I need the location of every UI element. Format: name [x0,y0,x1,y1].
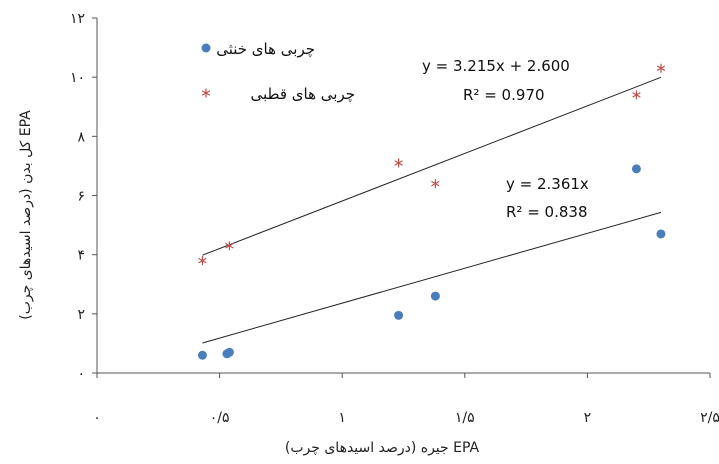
equation-neutral: y = 2.361x [506,175,589,193]
asterisk-stroke [632,92,641,98]
trendline-group [202,76,662,344]
data-point-neutral [394,310,404,320]
data-point-polar [225,241,234,251]
r2-neutral: R² = 0.838 [506,203,587,221]
data-point-polar [198,256,207,266]
legend-label-neutral: چربی های خنثی [216,40,315,58]
data-point-polar [394,158,403,168]
legend-marker-neutral [201,43,211,53]
y-tick-label: ۲ [77,307,85,323]
y-tick-label: ۸ [77,129,85,145]
asterisk-stroke [656,65,666,72]
y-tick-label: ۴ [77,248,85,264]
x-tick-label: ۱/۵ [455,410,475,426]
legend-label-polar: چربی های قطبی [251,85,356,103]
y-tick-group: ۰ ۲ ۴ ۶ ۸ ۱۰ ۱۲ [70,11,97,382]
legend: چربی های خنثی چربی های قطبی [201,40,356,103]
data-point-neutral [430,291,440,301]
asterisk-stroke [198,257,207,264]
asterisk-stroke [431,180,440,187]
x-tick-label: ۲/۵ [700,410,719,426]
x-tick-label: ۰ [93,410,101,426]
r2-polar: R² = 0.970 [463,86,544,104]
data-point-neutral [656,229,666,239]
trendline-neutral [202,211,662,344]
y-tick-label: ۱۰ [70,70,85,86]
data-point-group [197,63,666,360]
x-tick-label: ۰/۵ [210,410,230,426]
x-tick-group: ۰ ۰/۵ ۱ ۱/۵ ۲ ۲/۵ [93,373,719,426]
y-axis-title: EPA کل بدن (درصد اسیدهای چرب) [18,110,34,320]
x-axis-title: EPA جیره (درصد اسیدهای چرب) [285,440,480,456]
axes [96,18,710,374]
trendline-polar [202,76,662,256]
legend-marker-polar [201,88,211,98]
data-point-polar [656,63,666,73]
y-tick-label: ۶ [77,189,85,205]
legend-asterisk [201,88,211,98]
data-point-neutral [197,350,207,360]
asterisk-stroke [225,243,234,249]
equation-polar: y = 3.215x + 2.600 [422,57,570,75]
x-tick-label: ۱ [338,410,346,426]
x-tick-label: ۲ [584,410,592,426]
asterisk-stroke [201,90,211,96]
data-point-neutral [224,347,234,357]
equation-labels: y = 3.215x + 2.600 R² = 0.970 y = 2.361x… [422,57,589,221]
y-tick-label: ۱۲ [70,11,85,27]
data-point-neutral [631,164,641,174]
asterisk-stroke [394,160,403,166]
data-point-polar [431,179,440,189]
data-point-polar [632,90,641,100]
y-tick-label: ۰ [77,366,85,382]
